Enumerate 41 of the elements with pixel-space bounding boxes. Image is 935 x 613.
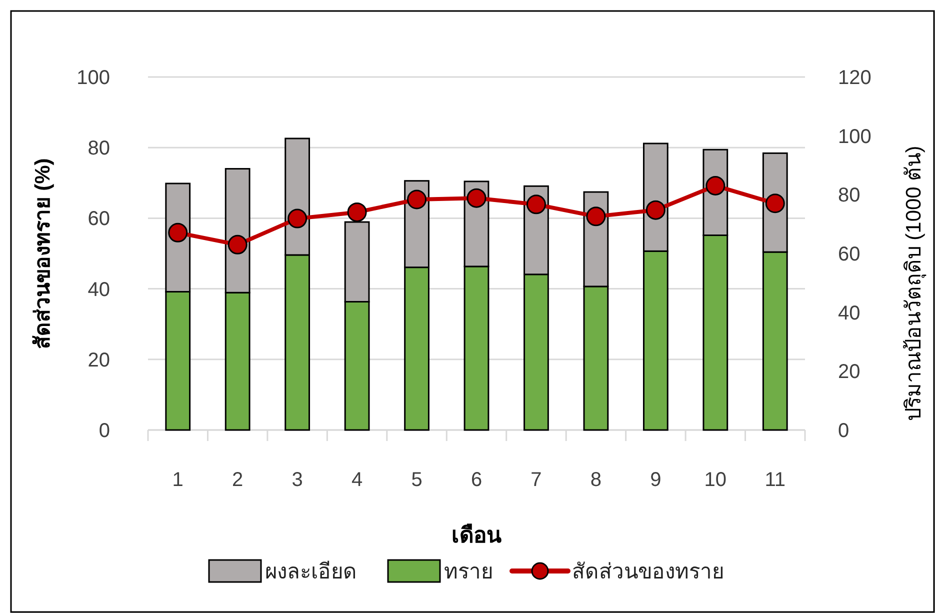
x-tick-label: 8: [590, 469, 602, 491]
y-tick-label: 100: [76, 67, 110, 89]
y-tick-label: 40: [88, 278, 110, 301]
y2-tick-label: 120: [838, 67, 872, 89]
y-tick-label: 60: [88, 208, 110, 230]
y-tick-label: 80: [88, 138, 110, 160]
x-tick-label: 3: [292, 469, 303, 491]
point: [706, 176, 726, 196]
x-axis-title: เดือน: [452, 522, 502, 548]
y2-tick-label: 0: [838, 420, 850, 442]
y2-tick-label: 80: [838, 184, 860, 207]
point: [646, 200, 666, 220]
point: [407, 190, 427, 210]
point: [347, 202, 367, 222]
x-tick-label: 6: [470, 469, 482, 491]
x-tick-label: 11: [764, 469, 786, 491]
x-tick-label: 4: [351, 469, 363, 491]
legend-label: ทราย: [444, 560, 493, 584]
legend-label: ผงละเอียด: [265, 560, 357, 584]
x-tick-label: 9: [650, 469, 662, 491]
x-tick-label: 5: [411, 469, 422, 491]
y2-tick-label: 40: [838, 302, 860, 324]
x-tick-label: 7: [530, 469, 542, 491]
y-tick-label: 20: [88, 349, 110, 372]
x-tick-label: 2: [232, 469, 244, 491]
y2-tick-label: 60: [838, 244, 860, 266]
y-tick-label: 0: [98, 420, 110, 442]
legend-label: สัดส่วนของทราย: [572, 560, 724, 584]
point: [168, 222, 188, 242]
point: [765, 194, 785, 214]
y2-tick-label: 20: [838, 361, 860, 384]
point: [288, 208, 308, 228]
point: [466, 188, 486, 208]
point: [228, 234, 248, 254]
y2-axis-title: ปริมาณป้อนวัตถุดิบ (1000 ตัน): [902, 146, 926, 422]
y-axis-title: สัดส่วนของทราย (%): [31, 158, 54, 349]
point: [526, 194, 546, 214]
x-tick-label: 1: [172, 469, 184, 491]
point: [586, 206, 606, 226]
x-tick-label: 10: [704, 469, 727, 491]
y2-tick-label: 100: [838, 126, 872, 148]
